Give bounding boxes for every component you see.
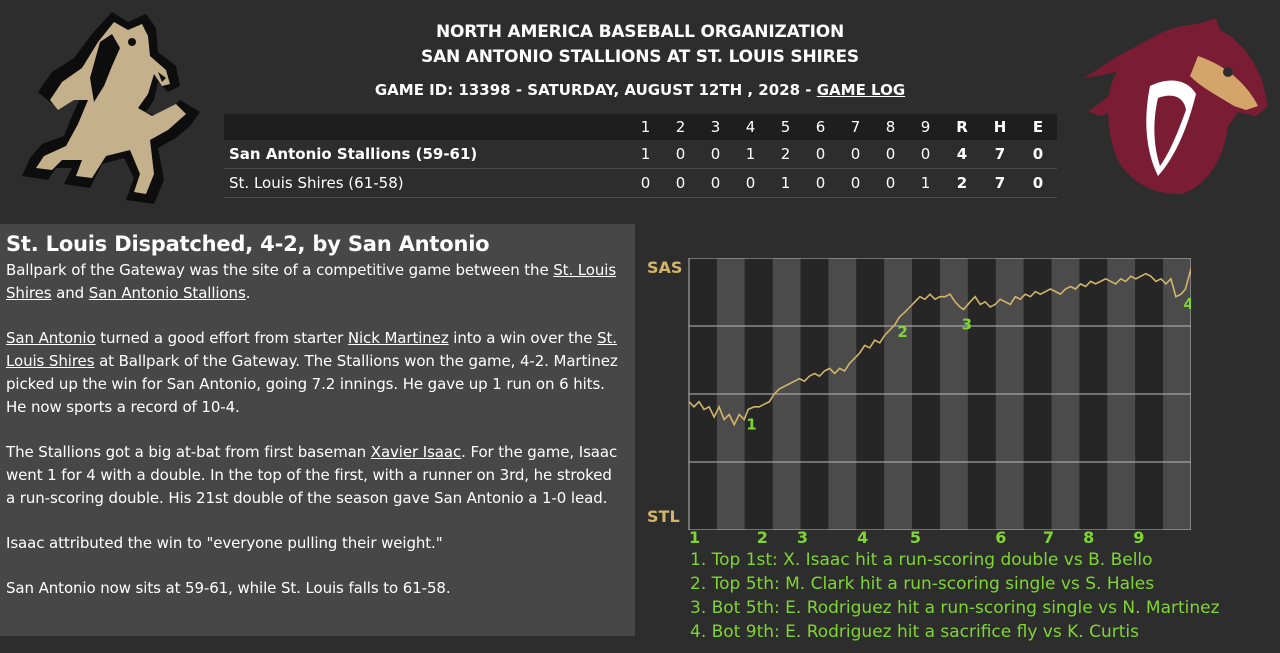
story-text: and [51,284,89,302]
inning-axis-label: 4 [857,528,869,547]
stallion-logo-gold [22,12,200,204]
graph-event-markers: 1 2 3 4 [746,295,1191,433]
story-text: The Stallions got a big at-bat from firs… [6,443,371,461]
errors-total: 0 [1019,168,1057,198]
graph-frame [688,258,1191,530]
team-link-shires[interactable]: St. Louis Shires [6,261,617,302]
linescore-row-away: San Antonio Stallions (59-61) 1 0 0 1 2 … [224,140,1057,169]
legend-item: 1. Top 1st: X. Isaac hit a run-scoring d… [690,550,1153,570]
inning-axis-label: 1 [689,528,701,547]
legend-item: 3. Bot 5th: E. Rodriguez hit a run-scori… [690,598,1220,618]
inning-axis-label: 2 [756,528,768,547]
story-paragraph: San Antonio turned a good effort from st… [6,327,618,419]
team-link-shires[interactable]: St. Louis Shires [6,329,617,370]
game-info-text: GAME ID: 13398 - SATURDAY, AUGUST 12TH ,… [374,81,812,99]
team-link-stallions[interactable]: San Antonio Stallions [88,284,246,302]
win-probability-graph: SAS STL 1 2 3 4 [647,258,1191,530]
graph-inning-axis: 1 2 3 4 5 6 7 8 9 [689,528,1191,548]
inning-score: 0 [838,140,873,169]
hits-total: 7 [981,168,1019,198]
linescore-row-home: St. Louis Shires (61-58) 0 0 0 0 1 0 0 0… [224,168,1057,198]
story-text: Ballpark of the Gateway was the site of … [6,261,554,279]
story-headline: St. Louis Dispatched, 4-2, by San Antoni… [6,232,490,256]
inning-score: 0 [873,140,908,169]
story-paragraph: Isaac attributed the win to "everyone pu… [6,534,443,552]
graph-label-top: SAS [647,258,682,277]
game-info-line: GAME ID: 13398 - SATURDAY, AUGUST 12TH ,… [220,80,1060,100]
game-header: NORTH AMERICA BASEBALL ORGANIZATION SAN … [220,20,1060,100]
org-title: NORTH AMERICA BASEBALL ORGANIZATION [435,22,845,42]
linescore-table: 1 2 3 4 5 6 7 8 9 R H E San Antonio Stal… [224,114,1057,198]
inning-axis-label: 3 [796,528,809,547]
inning-header: 8 [873,114,908,140]
inning-header: 2 [663,114,698,140]
inning-axis-label: 6 [995,528,1007,547]
inning-score: 1 [768,168,803,198]
inning-axis-label: 7 [1042,528,1055,547]
event-marker: 1 [746,415,756,433]
errors-header: E [1019,114,1057,140]
inning-header: 6 [803,114,838,140]
team-name: St. Louis Shires (61-58) [224,168,628,198]
inning-score: 0 [663,168,698,198]
inning-score: 0 [628,168,663,198]
linescore-header-row: 1 2 3 4 5 6 7 8 9 R H E [224,114,1057,140]
hits-header: H [981,114,1019,140]
inning-header: 3 [698,114,733,140]
inning-header: 4 [733,114,768,140]
event-marker: 2 [897,323,907,341]
story-text: . [245,284,251,302]
inning-score: 1 [628,140,663,169]
inning-axis-label: 9 [1133,528,1145,547]
inning-header: 5 [768,114,803,140]
inning-axis-label: 5 [909,528,922,547]
event-marker: 3 [962,316,972,334]
inning-score: 0 [698,140,733,169]
runs-total: 2 [943,168,981,198]
inning-score: 0 [733,168,768,198]
game-log-link[interactable]: GAME LOG [816,81,906,99]
inning-score: 1 [908,168,943,198]
inning-axis-label: 8 [1083,528,1095,547]
inning-score: 0 [908,140,943,169]
event-marker: 4 [1183,295,1191,313]
team-link-san-antonio[interactable]: San Antonio [6,329,96,347]
inning-score: 0 [663,140,698,169]
story-paragraph: The Stallions got a big at-bat from firs… [6,441,618,510]
errors-total: 0 [1019,140,1057,169]
inning-score: 0 [698,168,733,198]
game-story: St. Louis Dispatched, 4-2, by San Antoni… [0,224,635,636]
runs-header: R [943,114,981,140]
story-text: into a win over the [448,329,598,347]
team-name: San Antonio Stallions (59-61) [224,140,628,169]
stallion-logo-maroon [1084,18,1268,195]
story-paragraph: San Antonio now sits at 59-61, while St.… [6,579,451,597]
story-paragraph: Ballpark of the Gateway was the site of … [6,259,618,305]
inning-score: 0 [838,168,873,198]
inning-header: 1 [628,114,663,140]
story-text: turned a good effort from starter [95,329,348,347]
player-link-xavier-isaac[interactable]: Xavier Isaac [370,443,462,461]
legend-item: 4. Bot 9th: E. Rodriguez hit a sacrifice… [690,622,1139,642]
legend-item: 2. Top 5th: M. Clark hit a run-scoring s… [690,574,1155,594]
hits-total: 7 [981,140,1019,169]
story-text: at Ballpark of the Gateway. The Stallion… [6,352,618,416]
inning-header: 7 [838,114,873,140]
graph-event-legend: 1. Top 1st: X. Isaac hit a run-scoring d… [690,548,1220,644]
inning-score: 0 [803,140,838,169]
inning-score: 0 [803,168,838,198]
team-header-cell [224,114,628,140]
inning-header: 9 [908,114,943,140]
win-probability-line [688,268,1191,427]
runs-total: 4 [943,140,981,169]
inning-score: 0 [873,168,908,198]
graph-gridlines [689,325,1191,463]
player-link-nick-martinez[interactable]: Nick Martinez [347,329,449,347]
story-text: . For the game, Isaac went 1 for 4 with … [6,443,618,507]
inning-score: 2 [768,140,803,169]
graph-label-bottom: STL [647,507,680,526]
matchup-title: SAN ANTONIO STALLIONS AT ST. LOUIS SHIRE… [421,47,859,67]
inning-score: 1 [733,140,768,169]
